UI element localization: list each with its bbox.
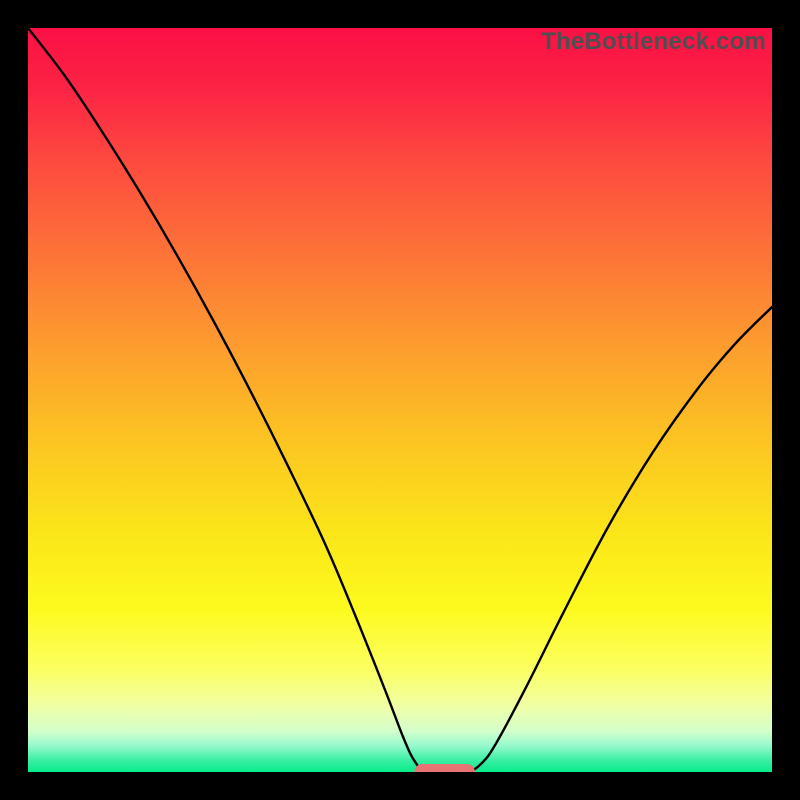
plot-area [28, 28, 772, 772]
curve-path [28, 28, 772, 772]
chart-frame: TheBottleneck.com [0, 0, 800, 800]
watermark-text: TheBottleneck.com [541, 28, 766, 56]
optimum-marker [415, 765, 475, 772]
bottleneck-curve [28, 28, 772, 772]
